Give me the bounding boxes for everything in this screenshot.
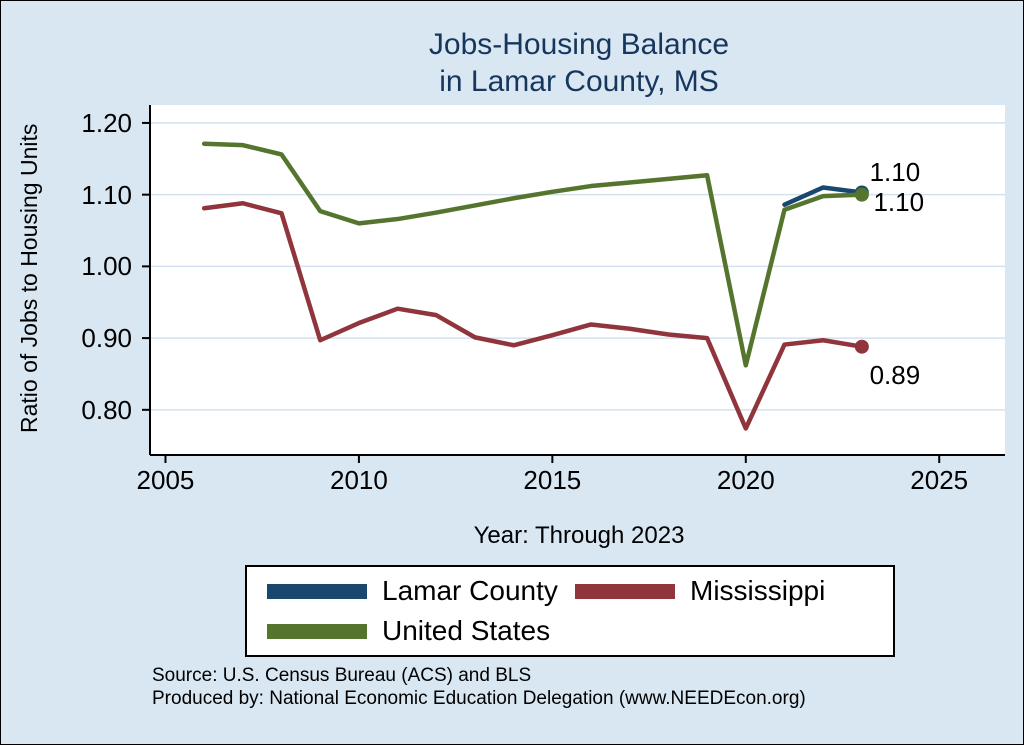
y-tick-label: 1.10	[81, 179, 132, 210]
end-dot-united-states	[854, 187, 869, 202]
y-tick-label: 1.20	[81, 107, 132, 138]
y-tick-label: 0.90	[81, 323, 132, 354]
y-tick-label: 0.80	[81, 394, 132, 425]
legend-swatch-lamar-county	[267, 583, 367, 599]
chart-title-line2: in Lamar County, MS	[439, 65, 719, 98]
x-axis-label: Year: Through 2023	[473, 522, 685, 549]
chart-title-line1: Jobs-Housing Balance	[428, 28, 730, 61]
legend: Lamar County Mississippi United States	[245, 565, 895, 657]
chart-canvas	[142, 105, 1005, 463]
legend-item-united-states: United States	[267, 615, 575, 647]
line-mississippi	[201, 201, 865, 431]
legend-swatch-mississippi	[575, 583, 675, 599]
legend-label-mississippi: Mississippi	[690, 575, 826, 606]
legend-label-united-states: United States	[382, 615, 551, 646]
footer: Source: U.S. Census Bureau (ACS) and BLS…	[152, 664, 806, 710]
legend-swatch-united-states	[267, 623, 367, 639]
chart-title: Jobs-Housing Balance in Lamar County, MS	[150, 26, 1008, 100]
legend-label-lamar-county: Lamar County	[382, 575, 558, 606]
y-tick-label: 1.00	[81, 251, 132, 282]
line-united-states	[201, 141, 865, 368]
legend-item-mississippi: Mississippi	[575, 575, 883, 607]
y-axis-label: Ratio of Jobs to Housing Units	[16, 123, 42, 433]
footer-produced: Produced by: National Economic Education…	[152, 688, 806, 709]
legend-item-lamar-county: Lamar County	[267, 575, 575, 607]
footer-source: Source: U.S. Census Bureau (ACS) and BLS	[152, 665, 532, 686]
line-lamar-county	[782, 185, 865, 207]
end-dot-mississippi	[854, 339, 869, 354]
plot-area	[150, 105, 1005, 455]
